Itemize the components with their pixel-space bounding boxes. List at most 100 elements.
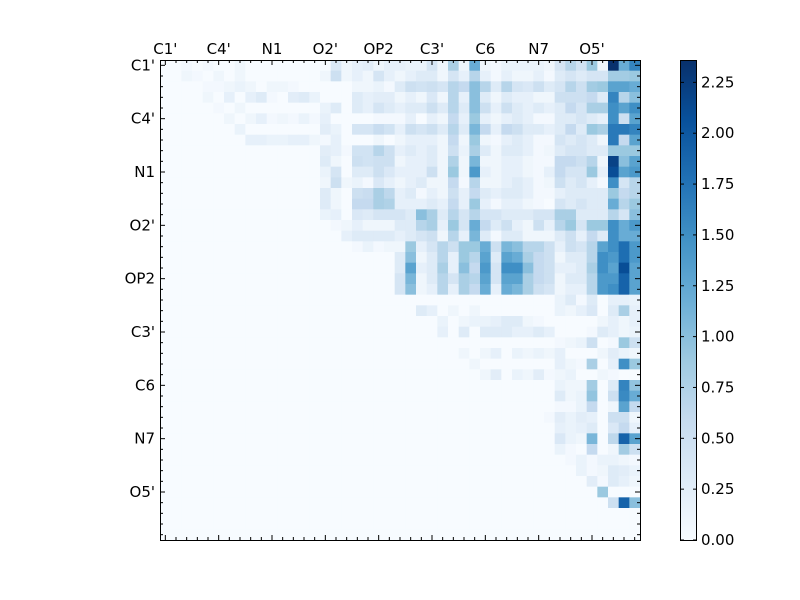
- heatmap-cell: [288, 220, 300, 232]
- heatmap-cell: [512, 476, 524, 488]
- heatmap-cell: [373, 412, 385, 424]
- heatmap-cell: [501, 508, 513, 520]
- heatmap-cell: [618, 241, 630, 253]
- heatmap-cell: [170, 220, 182, 232]
- heatmap-cell: [341, 508, 353, 520]
- heatmap-cell: [352, 273, 364, 285]
- heatmap-cell: [629, 390, 641, 402]
- heatmap-cell: [362, 337, 374, 349]
- heatmap-cell: [426, 113, 438, 125]
- heatmap-cell: [202, 284, 214, 296]
- heatmap-cell: [554, 60, 566, 72]
- heatmap-cell: [277, 124, 289, 136]
- heatmap-cell: [490, 454, 502, 466]
- heatmap-cell: [597, 348, 609, 360]
- heatmap-cell: [416, 390, 428, 402]
- heatmap-cell: [320, 220, 332, 232]
- heatmap-cell: [160, 70, 172, 82]
- heatmap-cell: [405, 177, 417, 189]
- heatmap-cell: [341, 70, 353, 82]
- heatmap-cell: [597, 220, 609, 232]
- heatmap-cell: [192, 166, 204, 178]
- heatmap-cell: [565, 124, 577, 136]
- heatmap-cell: [490, 102, 502, 114]
- heatmap-cell: [416, 156, 428, 168]
- heatmap-cell: [416, 358, 428, 370]
- heatmap-cell: [416, 230, 428, 242]
- heatmap-cell: [298, 433, 310, 445]
- heatmap-cell: [490, 220, 502, 232]
- heatmap-cell: [309, 497, 321, 509]
- heatmap-cell: [384, 188, 396, 200]
- heatmap-cell: [245, 177, 257, 189]
- heatmap-cell: [490, 380, 502, 392]
- heatmap-cell: [309, 273, 321, 285]
- heatmap-cell: [341, 454, 353, 466]
- heatmap-cell: [501, 70, 513, 82]
- heatmap-cell: [384, 529, 396, 541]
- heatmap-cell: [544, 60, 556, 72]
- heatmap-cell: [394, 188, 406, 200]
- heatmap-cell: [320, 81, 332, 93]
- heatmap-cell: [586, 230, 598, 242]
- heatmap-cell: [202, 294, 214, 306]
- heatmap-cell: [544, 70, 556, 82]
- heatmap-cell: [256, 113, 268, 125]
- heatmap-cell: [469, 81, 481, 93]
- heatmap-cell: [192, 92, 204, 104]
- heatmap-cell: [202, 262, 214, 274]
- heatmap-cell: [224, 358, 236, 370]
- heatmap-cell: [437, 113, 449, 125]
- heatmap-cell: [330, 252, 342, 264]
- heatmap-cell: [426, 220, 438, 232]
- heatmap-cell: [384, 81, 396, 93]
- heatmap-cell: [469, 273, 481, 285]
- heatmap-cell: [469, 241, 481, 253]
- heatmap-cell: [469, 476, 481, 488]
- heatmap-cell: [170, 188, 182, 200]
- heatmap-cell: [554, 390, 566, 402]
- heatmap-cell: [426, 422, 438, 434]
- heatmap-cell: [458, 508, 470, 520]
- heatmap-cell: [277, 444, 289, 456]
- heatmap-cell: [181, 262, 193, 274]
- heatmap-cell: [629, 358, 641, 370]
- heatmap-cell: [597, 422, 609, 434]
- heatmap-cell: [469, 348, 481, 360]
- heatmap-cell: [330, 497, 342, 509]
- heatmap-cell: [384, 209, 396, 221]
- heatmap-cell: [576, 412, 588, 424]
- heatmap-cell: [629, 145, 641, 157]
- heatmap-cell: [586, 102, 598, 114]
- heatmap-cell: [192, 262, 204, 274]
- heatmap-cell: [160, 422, 172, 434]
- heatmap-cell: [522, 508, 534, 520]
- heatmap-cell: [576, 422, 588, 434]
- heatmap-cell: [256, 380, 268, 392]
- heatmap-cell: [586, 444, 598, 456]
- heatmap-cell: [426, 102, 438, 114]
- heatmap-cell: [320, 305, 332, 317]
- heatmap-cell: [202, 518, 214, 530]
- heatmap-cell: [277, 102, 289, 114]
- heatmap-cell: [266, 497, 278, 509]
- heatmap-cell: [480, 60, 492, 72]
- heatmap-cell: [480, 102, 492, 114]
- heatmap-cell: [416, 380, 428, 392]
- heatmap-cell: [224, 305, 236, 317]
- heatmap-cell: [277, 177, 289, 189]
- heatmap-cell: [533, 444, 545, 456]
- heatmap-cells: [160, 60, 641, 541]
- heatmap-cell: [362, 188, 374, 200]
- x-tick-label: O5': [579, 40, 604, 58]
- heatmap-cell: [576, 188, 588, 200]
- heatmap-cell: [192, 134, 204, 146]
- heatmap-cell: [181, 497, 193, 509]
- heatmap-cell: [501, 518, 513, 530]
- heatmap-cell: [544, 188, 556, 200]
- heatmap-cell: [181, 134, 193, 146]
- heatmap-cell: [373, 198, 385, 210]
- heatmap-cell: [618, 390, 630, 402]
- heatmap-cell: [256, 102, 268, 114]
- heatmap-cell: [448, 508, 460, 520]
